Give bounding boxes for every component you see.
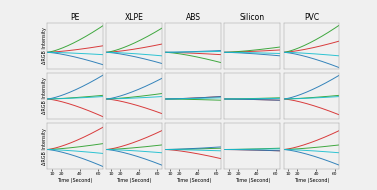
Y-axis label: ΔRGB Intensity: ΔRGB Intensity [42,27,47,64]
X-axis label: Time (Second): Time (Second) [57,178,93,183]
Y-axis label: ΔRGB Intensity: ΔRGB Intensity [42,78,47,114]
Title: PVC: PVC [304,13,319,22]
Title: ABS: ABS [186,13,201,22]
X-axis label: Time (Second): Time (Second) [116,178,152,183]
X-axis label: Time (Second): Time (Second) [176,178,211,183]
Y-axis label: ΔRGB Intensity: ΔRGB Intensity [42,128,47,165]
Title: XLPE: XLPE [125,13,144,22]
X-axis label: Time (Second): Time (Second) [234,178,270,183]
X-axis label: Time (Second): Time (Second) [294,178,329,183]
Title: PE: PE [70,13,80,22]
Title: Silicon: Silicon [240,13,265,22]
